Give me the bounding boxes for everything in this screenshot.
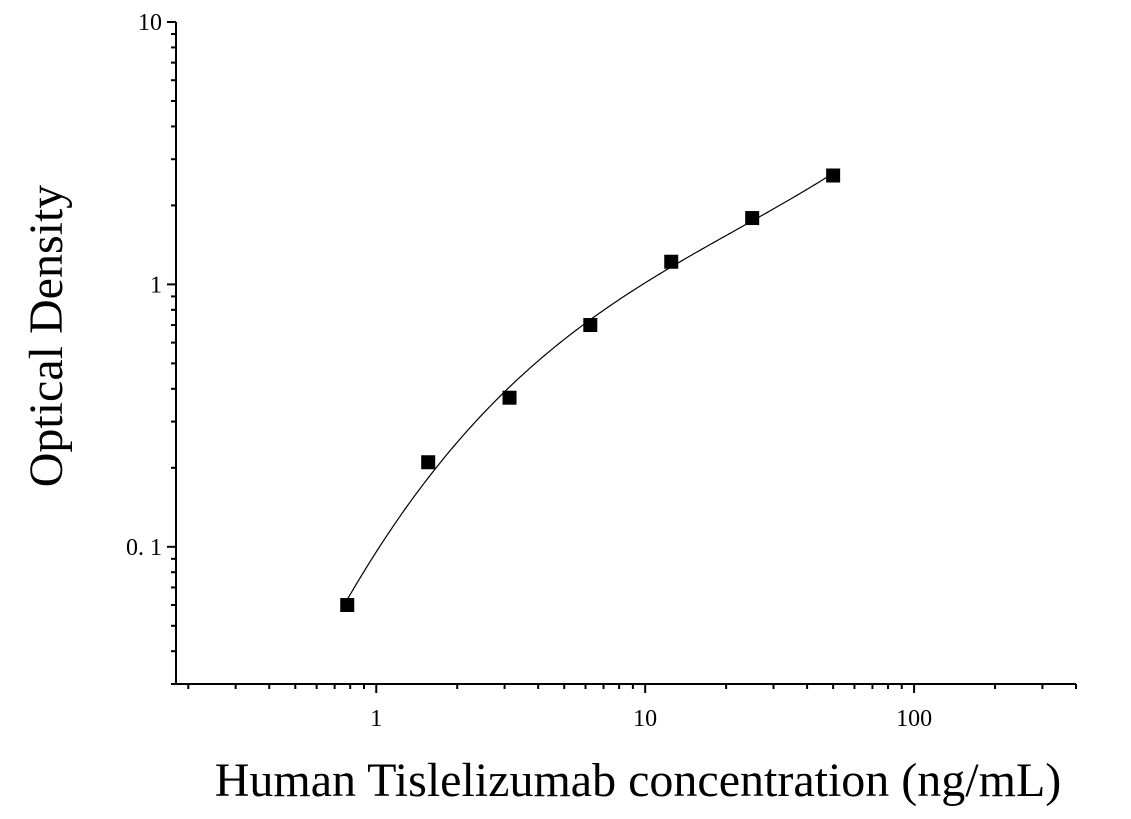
data-point <box>664 254 679 269</box>
data-point <box>421 455 436 470</box>
x-tick-label: 100 <box>896 706 932 732</box>
data-point <box>502 390 517 405</box>
y-tick-label: 10 <box>138 10 162 36</box>
y-tick-label: 1 <box>150 272 162 298</box>
y-tick-label: 0. 1 <box>126 535 162 561</box>
data-point <box>745 211 760 226</box>
data-point <box>340 598 355 613</box>
data-points-layer <box>340 168 841 613</box>
axes-layer: 0. 1 1 10 1 10 100 <box>126 10 1077 732</box>
fit-curve <box>346 172 834 600</box>
y-axis-title: Optical Density <box>20 185 73 488</box>
fit-curve-layer <box>346 172 834 600</box>
x-tick-label: 1 <box>370 706 382 732</box>
data-point <box>583 318 598 333</box>
data-point <box>826 168 841 183</box>
x-tick-label: 10 <box>633 706 657 732</box>
x-axis-title: Human Tislelizumab concentration (ng/mL) <box>215 754 1062 807</box>
